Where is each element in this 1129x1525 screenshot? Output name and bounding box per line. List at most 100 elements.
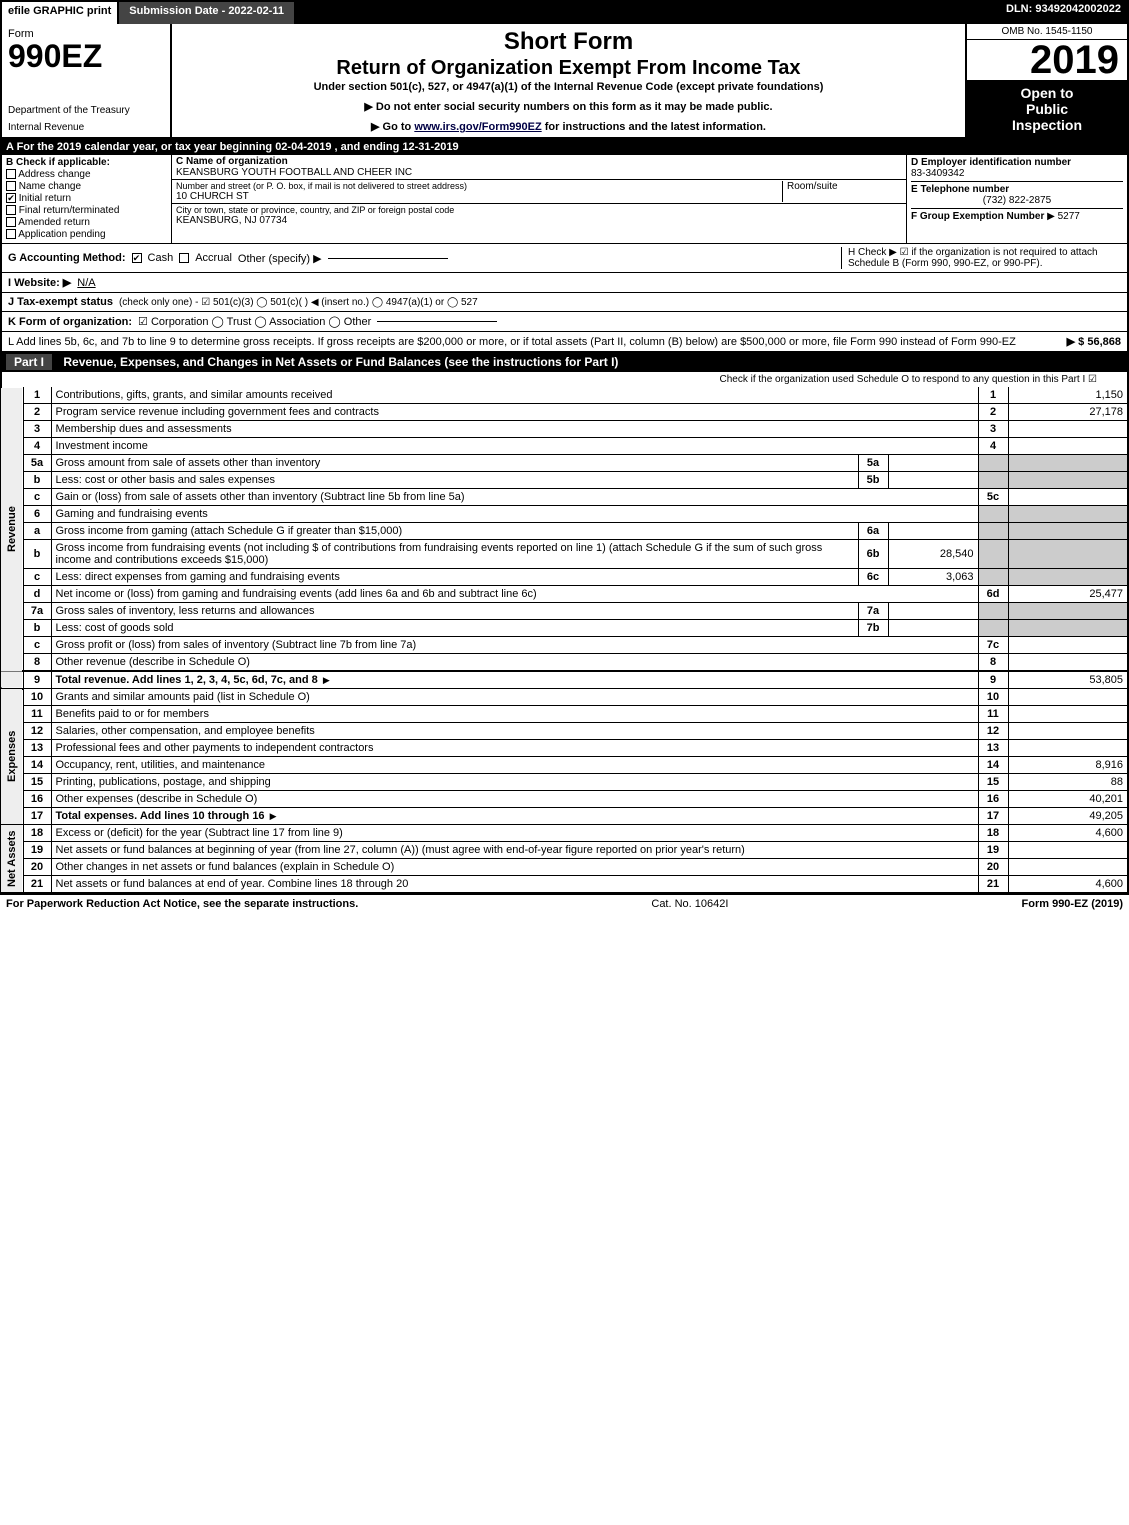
chk-application-pending[interactable]: Application pending <box>6 229 167 240</box>
org-city-row: City or town, state or province, country… <box>172 204 906 227</box>
line-10: Expenses 10 Grants and similar amounts p… <box>1 689 1128 706</box>
tax-year-row: A For the 2019 calendar year, or tax yea… <box>0 139 1129 155</box>
k-text: ☑ Corporation ◯ Trust ◯ Association ◯ Ot… <box>138 315 371 328</box>
chk-amended-return[interactable]: Amended return <box>6 217 167 228</box>
org-city-lbl: City or town, state or province, country… <box>176 205 454 215</box>
ein-lbl: D Employer identification number <box>911 157 1123 168</box>
l-amount: ▶ $ 56,868 <box>1067 335 1121 348</box>
line-7a: 7a Gross sales of inventory, less return… <box>1 603 1128 620</box>
goto-pre: ▶ Go to <box>371 121 414 133</box>
shade-7b-amt <box>1008 620 1128 637</box>
side-expenses: Expenses <box>1 689 23 825</box>
shade-6a <box>978 523 1008 540</box>
form-header: Form 990EZ Department of the Treasury In… <box>0 24 1129 139</box>
line-5c: c Gain or (loss) from sale of assets oth… <box>1 489 1128 506</box>
i-val: N/A <box>77 277 95 289</box>
shade-6c <box>978 569 1008 586</box>
shade-5b <box>978 472 1008 489</box>
return-subtitle: Under section 501(c), 527, or 4947(a)(1)… <box>180 81 957 93</box>
g-other-blank[interactable] <box>328 258 448 259</box>
line-1: Revenue 1 Contributions, gifts, grants, … <box>1 387 1128 404</box>
tax-year: 2019 <box>967 40 1127 81</box>
line-15: 15 Printing, publications, postage, and … <box>1 774 1128 791</box>
shade-6-amt <box>1008 506 1128 523</box>
row-j-tax-exempt: J Tax-exempt status (check only one) - ☑… <box>2 293 1127 312</box>
line-3: 3 Membership dues and assessments 3 <box>1 421 1128 438</box>
submission-date-label: Submission Date - 2022-02-11 <box>119 0 296 24</box>
chk-initial-return[interactable]: Initial return <box>6 193 167 204</box>
h-check-text: H Check ▶ ☑ if the organization is not r… <box>841 247 1121 269</box>
shade-5a-amt <box>1008 455 1128 472</box>
shade-7a <box>978 603 1008 620</box>
line-14: 14 Occupancy, rent, utilities, and maint… <box>1 757 1128 774</box>
line-6: 6 Gaming and fundraising events <box>1 506 1128 523</box>
dept-irs: Internal Revenue <box>8 122 164 133</box>
section-b-title: B Check if applicable: <box>6 157 167 168</box>
line-19: 19 Net assets or fund balances at beginn… <box>1 842 1128 859</box>
open-public-l2: Public <box>971 101 1123 117</box>
row-k-form-org: K Form of organization: ☑ Corporation ◯ … <box>2 312 1127 332</box>
part1-subnote-check[interactable]: ☑ <box>1088 374 1097 385</box>
topbar: efile GRAPHIC print Submission Date - 20… <box>0 0 1129 24</box>
org-addr-lbl: Number and street (or P. O. box, if mail… <box>176 181 467 191</box>
dln-label: DLN: 93492042002022 <box>998 0 1129 24</box>
part1-title: Revenue, Expenses, and Changes in Net As… <box>63 355 618 369</box>
page-footer: For Paperwork Reduction Act Notice, see … <box>0 893 1129 913</box>
row-i-website: I Website: ▶ N/A <box>2 273 1127 293</box>
line-6a: a Gross income from gaming (attach Sched… <box>1 523 1128 540</box>
irs-link[interactable]: www.irs.gov/Form990EZ <box>414 121 541 133</box>
chk-address-change[interactable]: Address change <box>6 169 167 180</box>
org-name-row: C Name of organization KEANSBURG YOUTH F… <box>172 155 906 180</box>
goto-notice: ▶ Go to www.irs.gov/Form990EZ for instru… <box>180 120 957 133</box>
line-18: Net Assets 18 Excess or (deficit) for th… <box>1 825 1128 842</box>
footer-cat-no: Cat. No. 10642I <box>358 898 1021 910</box>
short-form-title: Short Form <box>180 28 957 56</box>
shade-6c-amt <box>1008 569 1128 586</box>
shade-5b-amt <box>1008 472 1128 489</box>
row-g-accounting: G Accounting Method: Cash Accrual Other … <box>2 244 1127 273</box>
shade-7b <box>978 620 1008 637</box>
shade-6 <box>978 506 1008 523</box>
line-16: 16 Other expenses (describe in Schedule … <box>1 791 1128 808</box>
section-b-checkboxes: B Check if applicable: Address change Na… <box>2 155 172 243</box>
efile-print-label[interactable]: efile GRAPHIC print <box>0 0 119 24</box>
room-suite-lbl: Room/suite <box>782 181 902 202</box>
arrow-9-icon <box>321 674 332 686</box>
section-d-ein: D Employer identification number 83-3409… <box>907 155 1127 243</box>
org-name-lbl: C Name of organization <box>176 156 408 167</box>
form-title-block: Short Form Return of Organization Exempt… <box>172 24 967 137</box>
row-l-gross-receipts: L Add lines 5b, 6c, and 7b to line 9 to … <box>2 332 1127 352</box>
g-accrual-check[interactable] <box>179 253 189 263</box>
form-number: 990EZ <box>8 40 164 72</box>
lines-table: Revenue 1 Contributions, gifts, grants, … <box>0 387 1129 893</box>
open-public-l1: Open to <box>971 85 1123 101</box>
k-other-blank[interactable] <box>377 321 497 322</box>
g-cash-check[interactable] <box>132 253 142 263</box>
line-20: 20 Other changes in net assets or fund b… <box>1 859 1128 876</box>
line-17: 17 Total expenses. Add lines 10 through … <box>1 808 1128 825</box>
line-13: 13 Professional fees and other payments … <box>1 740 1128 757</box>
part1-header: Part I Revenue, Expenses, and Changes in… <box>0 352 1129 372</box>
ssn-notice: ▶ Do not enter social security numbers o… <box>180 100 957 113</box>
line-7b: b Less: cost of goods sold 7b <box>1 620 1128 637</box>
footer-form-id: Form 990-EZ (2019) <box>1022 898 1123 910</box>
chk-final-return[interactable]: Final return/terminated <box>6 205 167 216</box>
line-7c: c Gross profit or (loss) from sales of i… <box>1 637 1128 654</box>
line-11: 11 Benefits paid to or for members 11 <box>1 706 1128 723</box>
ein-val: 83-3409342 <box>911 168 1123 179</box>
l-text: L Add lines 5b, 6c, and 7b to line 9 to … <box>8 336 1016 348</box>
meta-rows: G Accounting Method: Cash Accrual Other … <box>0 244 1129 352</box>
part1-subnote-text: Check if the organization used Schedule … <box>719 374 1085 385</box>
line-6d: d Net income or (loss) from gaming and f… <box>1 586 1128 603</box>
line-21: 21 Net assets or fund balances at end of… <box>1 876 1128 893</box>
section-c-org: C Name of organization KEANSBURG YOUTH F… <box>172 155 907 243</box>
org-addr: 10 CHURCH ST <box>176 191 471 202</box>
topbar-spacer <box>296 0 998 24</box>
form-id-block: Form 990EZ Department of the Treasury In… <box>2 24 172 137</box>
tel-lbl: E Telephone number <box>911 184 1123 195</box>
line-2: 2 Program service revenue including gove… <box>1 404 1128 421</box>
j-text: (check only one) - ☑ 501(c)(3) ◯ 501(c)(… <box>119 297 478 308</box>
grp-val: ▶ 5277 <box>1047 211 1080 222</box>
line-4: 4 Investment income 4 <box>1 438 1128 455</box>
chk-name-change[interactable]: Name change <box>6 181 167 192</box>
